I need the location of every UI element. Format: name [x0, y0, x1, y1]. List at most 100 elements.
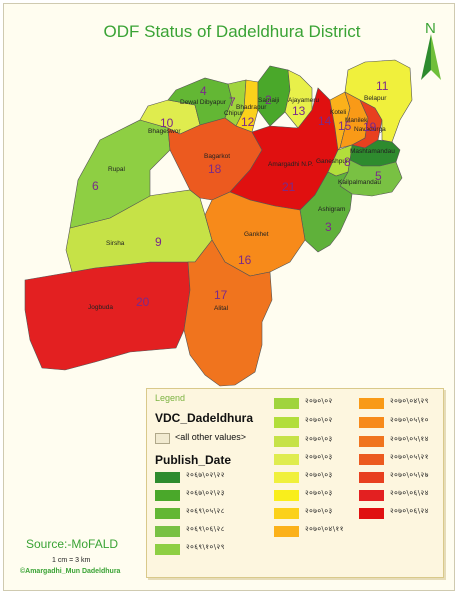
- legend-item: २०७०\०४\२९: [359, 397, 443, 410]
- north-label: N: [425, 20, 436, 37]
- map-title: ODF Status of Dadeldhura District: [103, 22, 361, 41]
- legend-label: २०७०\०४\२९: [390, 397, 429, 405]
- vdc-number-19: 19: [363, 120, 377, 134]
- vdc-name-ashigram: Ashigram: [318, 206, 345, 213]
- legend-field-name: Publish_Date: [155, 453, 232, 467]
- legend-label: २०७०\०६\२४: [390, 507, 429, 515]
- legend-swatch: [359, 417, 384, 428]
- vdc-name-bhadrapur: Bhadrapur: [236, 104, 267, 111]
- vdc-region-2: [257, 65, 291, 127]
- vdc-number-8: 8: [344, 155, 351, 169]
- legend-item: २०७०\०२: [274, 397, 364, 410]
- legend-item: २०७०\०२: [274, 416, 364, 429]
- legend-label: २०६९\०५\२८: [186, 507, 225, 515]
- credit-label: ©Amargadhi_Mun Dadeldhura: [20, 568, 121, 575]
- legend-label: २०७०\०३: [305, 507, 333, 515]
- vdc-number-20: 20: [136, 295, 150, 309]
- vdc-name-sirsha: Sirsha: [106, 240, 125, 247]
- vdc-name-navadurga: Navadurga: [354, 126, 386, 133]
- legend-swatch: [155, 544, 180, 555]
- vdc-number-7: 7: [229, 95, 236, 109]
- vdc-name-amargadhi: Amargadhi N.P.: [268, 161, 313, 168]
- vdc-number-21: 21: [282, 180, 296, 194]
- legend-swatch: [359, 436, 384, 447]
- legend-swatch: [359, 508, 384, 519]
- vdc-name-gankhet: Gankhet: [244, 231, 269, 238]
- legend-swatch: [274, 490, 299, 501]
- vdc-number-14: 14: [318, 114, 332, 128]
- vdc-name-alital: Alital: [214, 305, 229, 312]
- legend-item: २०७०\०६\२४: [359, 489, 443, 502]
- legend-swatch: [274, 526, 299, 537]
- legend-swatch: [274, 417, 299, 428]
- legend-box: Legend VDC_Dadeldhura <all other values>…: [146, 388, 444, 578]
- vdc-name-samaiji: Samaiji: [258, 97, 279, 104]
- legend-item: २०६९\०६\२८: [155, 525, 265, 538]
- legend-swatch: [359, 472, 384, 483]
- legend-item: २०७०\०४\११: [274, 525, 364, 538]
- vdc-number-15: 15: [338, 119, 352, 133]
- vdc-region-17: [183, 239, 273, 387]
- legend-item: २०७०\०६\२४: [359, 507, 443, 520]
- legend-item: २०७०\०५\१४: [359, 435, 443, 448]
- scale-label: 1 cm = 3 km: [52, 557, 91, 564]
- vdc-number-5: 5: [375, 169, 382, 183]
- legend-swatch: [274, 436, 299, 447]
- legend-other-label: <all other values>: [175, 432, 247, 442]
- vdc-region-20: [24, 261, 191, 371]
- vdc-number-11: 11: [376, 79, 389, 93]
- legend-swatch: [155, 508, 180, 519]
- legend-label: २०७०\०५\२७: [390, 471, 429, 479]
- legend-label: २०६९\१०\२९: [186, 543, 225, 551]
- north-arrow-icon: [421, 34, 441, 80]
- legend-item: २०७०\०५\२७: [359, 471, 443, 484]
- legend-swatch: [155, 490, 180, 501]
- legend-item: २०६९\०५\२८: [155, 507, 265, 520]
- legend-label: २०७०\०४\११: [305, 525, 344, 533]
- vdc-number-13: 13: [292, 104, 306, 118]
- legend-label: २०७०\०५\२१: [390, 453, 429, 461]
- legend-swatch: [359, 454, 384, 465]
- legend-swatch: [274, 398, 299, 409]
- vdc-number-3: 3: [325, 220, 332, 234]
- vdc-name-jogbuda: Jogbuda: [88, 304, 113, 311]
- legend-title: Legend: [155, 393, 186, 403]
- vdc-name-bagarkot: Bagarkot: [204, 153, 230, 160]
- vdc-name-dewal-dibyapur: Dewal Dibyapur: [180, 99, 227, 106]
- vdc-name-rupal: Rupal: [108, 166, 126, 173]
- vdc-name-bhageswor: Bhageswor: [148, 128, 181, 135]
- legend-item: २०७०\०३: [274, 435, 364, 448]
- vdc-number-4: 4: [200, 84, 207, 98]
- vdc-name-koteli: Koteli: [330, 109, 346, 116]
- legend-item: २०७०\०३: [274, 489, 364, 502]
- legend-label: २०७०\०३: [305, 489, 333, 497]
- legend-label: २०७०\०५\१०: [390, 416, 429, 424]
- vdc-name-kailpalmandau: Kailpalmandau: [338, 179, 381, 186]
- legend-item: २०६९\१०\२९: [155, 543, 265, 556]
- vdc-number-6: 6: [92, 179, 99, 193]
- vdc-number-17: 17: [214, 288, 228, 302]
- vdc-name-belapur: Belapur: [364, 95, 387, 102]
- legend-swatch: [359, 490, 384, 501]
- legend-swatch: [155, 526, 180, 537]
- vdc-name-mashtamandau: Mashtamandau: [350, 148, 395, 155]
- legend-swatch: [274, 454, 299, 465]
- legend-layer-name: VDC_Dadeldhura: [155, 411, 254, 425]
- legend-label: २०७०\०६\२४: [390, 489, 429, 497]
- legend-label: २०६७\०२\२२: [186, 471, 225, 479]
- vdc-name-manilek: Manilek: [345, 117, 368, 124]
- vdc-number-2: 2: [265, 93, 272, 107]
- legend-item: २०७०\०५\१०: [359, 416, 443, 429]
- legend-label: २०७०\०३: [305, 471, 333, 479]
- legend-item: २०७०\०३: [274, 507, 364, 520]
- legend-label: २०६७\०२\२३: [186, 489, 225, 497]
- legend-other-swatch: [155, 433, 170, 444]
- vdc-number-9: 9: [155, 235, 162, 249]
- legend-item: २०७०\०५\२१: [359, 453, 443, 466]
- legend-swatch: [359, 398, 384, 409]
- legend-swatch: [155, 472, 180, 483]
- legend-item: २०६७\०२\२३: [155, 489, 265, 502]
- legend-item: २०७०\०३: [274, 471, 364, 484]
- source-label: Source:-MoFALD: [26, 537, 119, 551]
